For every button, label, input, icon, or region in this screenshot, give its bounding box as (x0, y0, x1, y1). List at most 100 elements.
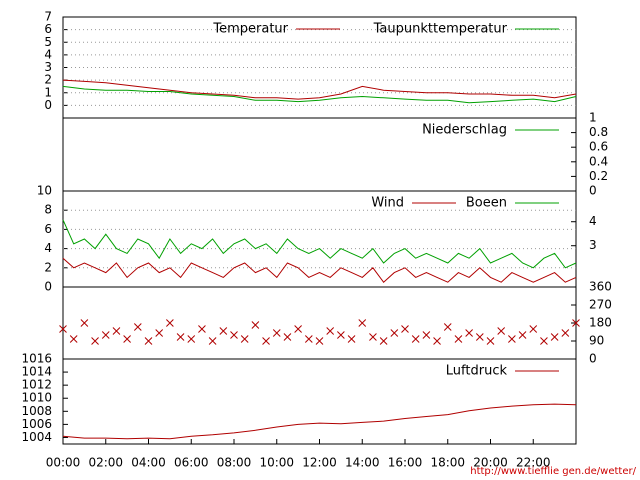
point (497, 327, 506, 335)
y2-tick-label: 360 (589, 280, 612, 294)
y-tick-label: 2 (44, 260, 52, 274)
point (272, 329, 281, 337)
point (454, 335, 463, 343)
y2-tick-label: 180 (589, 316, 612, 330)
point (155, 329, 164, 337)
point (59, 325, 67, 333)
x-tick-label: 00:00 (46, 456, 81, 470)
point (508, 335, 516, 343)
x-tick-label: 20:00 (473, 456, 508, 470)
y2-tick-label: 270 (589, 298, 612, 312)
y-tick-label: 5 (44, 35, 52, 49)
y2-tick-label: 0 (589, 352, 597, 366)
y2-tick-label: 0.2 (589, 169, 608, 183)
point (91, 337, 99, 345)
y2-tick-label: 0.8 (589, 125, 608, 139)
point (69, 335, 78, 343)
y-tick-label: 7 (44, 10, 52, 24)
x-tick-label: 06:00 (174, 456, 209, 470)
point (561, 329, 570, 337)
point (326, 327, 335, 335)
point (572, 319, 580, 327)
point (166, 319, 174, 327)
point (123, 335, 131, 343)
y-tick-label: 1006 (21, 417, 52, 431)
legend-label: Wind (371, 196, 404, 211)
point (529, 325, 538, 333)
y-tick-label: 1004 (21, 430, 52, 444)
series-line (62, 257, 577, 283)
point (540, 337, 548, 345)
x-tick-label: 16:00 (388, 456, 423, 470)
series-line (62, 85, 577, 104)
legend-label: Taupunkttemperatur (373, 22, 508, 37)
y2-tick-label: 0.4 (589, 154, 608, 168)
y-tick-label: 6 (44, 22, 52, 36)
point (80, 319, 89, 327)
legend-label: Boeen (466, 196, 507, 211)
point (133, 323, 142, 331)
point (475, 333, 484, 341)
point (283, 333, 292, 341)
series-line (62, 79, 577, 100)
y-tick-label: 1008 (21, 404, 52, 418)
point (144, 337, 153, 345)
x-tick-label: 08:00 (217, 456, 252, 470)
y-tick-label: 4 (44, 241, 52, 255)
point (433, 337, 441, 345)
y2-tick-label: 0.6 (589, 140, 608, 154)
y-tick-label: 1016 (21, 352, 52, 366)
point (230, 331, 238, 339)
point (198, 325, 206, 333)
series-line (62, 219, 577, 269)
x-tick-label: 22:00 (516, 456, 551, 470)
point (262, 337, 270, 345)
point (379, 337, 388, 345)
y-tick-label: 0 (44, 98, 52, 112)
point (337, 331, 345, 339)
y-tick-label: 1012 (21, 378, 52, 392)
x-tick-label: 12:00 (302, 456, 337, 470)
point (112, 327, 121, 335)
point (219, 327, 228, 335)
point (390, 329, 399, 337)
point (208, 337, 217, 345)
point (251, 321, 260, 329)
legend-label: Luftdruck (446, 364, 508, 379)
point (101, 331, 110, 339)
point (443, 323, 452, 331)
point (486, 337, 495, 345)
legend-label: Niederschlag (422, 123, 507, 138)
y-tick-label: 8 (44, 203, 52, 217)
source-url: http://www.tiefflie gen.de/wetter/ (470, 466, 636, 477)
y-tick-label: 3 (44, 60, 52, 74)
point (187, 335, 196, 343)
x-tick-label: 04:00 (131, 456, 166, 470)
y-tick-label: 1010 (21, 391, 52, 405)
point (465, 329, 473, 337)
series-line (62, 403, 577, 440)
x-tick-label: 18:00 (430, 456, 465, 470)
point (240, 335, 249, 343)
x-tick-label: 10:00 (259, 456, 294, 470)
point (347, 335, 356, 343)
legend-label: Temperatur (212, 22, 288, 37)
point (304, 335, 313, 343)
point (550, 333, 559, 341)
y2-tick-label: 90 (589, 334, 604, 348)
point (294, 325, 302, 333)
y-tick-label: 0 (44, 280, 52, 294)
point (411, 335, 420, 343)
y-tick-label: 1014 (21, 365, 52, 379)
point (401, 325, 409, 333)
point (369, 333, 377, 341)
point (422, 331, 431, 339)
y2-tick-label: 4 (589, 214, 597, 228)
point (176, 333, 185, 341)
y-tick-label: 4 (44, 47, 52, 61)
y2-tick-label: 1 (589, 111, 597, 125)
y-tick-label: 10 (37, 184, 52, 198)
y2-tick-label: 3 (589, 238, 597, 252)
point (315, 337, 324, 345)
